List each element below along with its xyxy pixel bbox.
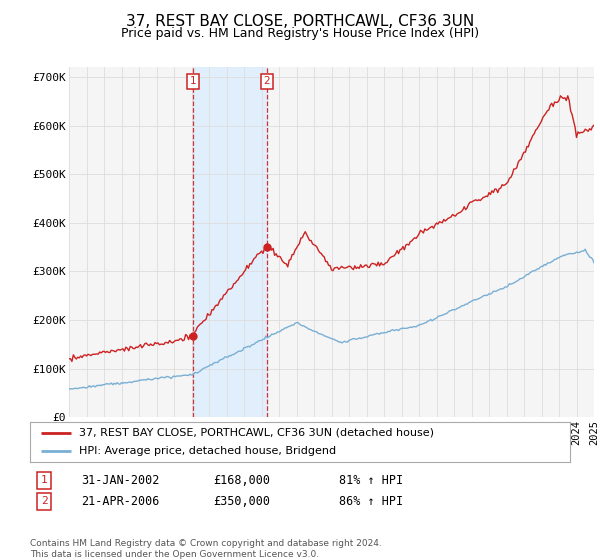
Text: Price paid vs. HM Land Registry's House Price Index (HPI): Price paid vs. HM Land Registry's House … [121,27,479,40]
Text: 81% ↑ HPI: 81% ↑ HPI [339,474,403,487]
Bar [193,67,267,417]
Text: 37, REST BAY CLOSE, PORTHCAWL, CF36 3UN (detached house): 37, REST BAY CLOSE, PORTHCAWL, CF36 3UN … [79,428,434,437]
Text: 31-JAN-2002: 31-JAN-2002 [81,474,160,487]
Text: £350,000: £350,000 [213,494,270,508]
Text: 86% ↑ HPI: 86% ↑ HPI [339,494,403,508]
Text: £168,000: £168,000 [213,474,270,487]
Text: 1: 1 [190,76,196,86]
Text: Contains HM Land Registry data © Crown copyright and database right 2024.
This d: Contains HM Land Registry data © Crown c… [30,539,382,559]
Text: 1: 1 [41,475,47,486]
Text: 2: 2 [41,496,47,506]
Text: 37, REST BAY CLOSE, PORTHCAWL, CF36 3UN: 37, REST BAY CLOSE, PORTHCAWL, CF36 3UN [126,14,474,29]
Text: 21-APR-2006: 21-APR-2006 [81,494,160,508]
Text: HPI: Average price, detached house, Bridgend: HPI: Average price, detached house, Brid… [79,446,336,456]
Text: 2: 2 [263,76,270,86]
